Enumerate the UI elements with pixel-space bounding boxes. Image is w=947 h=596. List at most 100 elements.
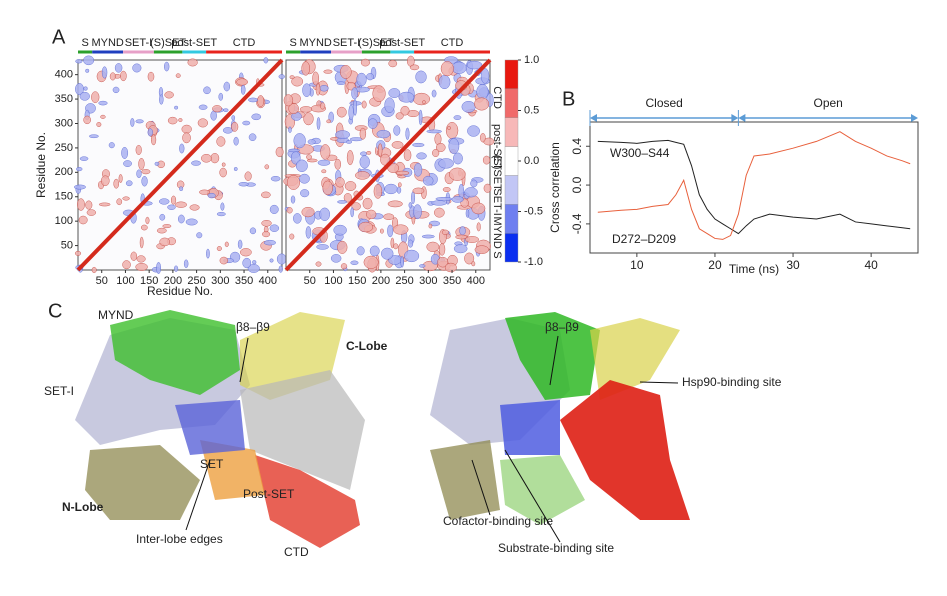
heatmap-blob: [96, 121, 102, 128]
heatmap-blob: [121, 146, 129, 159]
heatmap-blob: [467, 125, 480, 137]
heatmap-blob: [455, 234, 468, 240]
annotation: Post-SET: [243, 487, 295, 501]
heatmap-blob: [422, 175, 434, 186]
heatmap-blob: [316, 244, 329, 250]
heatmap-blob: [216, 246, 222, 252]
heatmap-blob: [350, 207, 354, 218]
heatmap-blob: [445, 121, 459, 140]
domain-label: CTD: [233, 37, 256, 49]
heatmap-blob: [288, 126, 292, 133]
heatmap-blob: [198, 104, 208, 110]
heatmap-blob: [289, 75, 295, 80]
x-tick-label: 100: [324, 275, 342, 287]
x-tick-label: 250: [395, 275, 413, 287]
heatmap-blob: [112, 86, 120, 94]
heatmap-blob: [369, 245, 380, 257]
heatmap-blob: [242, 120, 251, 126]
y-tick-label: 150: [55, 191, 73, 203]
heatmap-blob: [244, 171, 252, 181]
x-axis-label: Time (ns): [729, 262, 779, 276]
panel-label: B: [562, 88, 575, 110]
callout: [239, 337, 249, 383]
heatmap-blob: [453, 244, 468, 254]
heatmap-blob: [130, 118, 135, 127]
heatmap-blob: [384, 97, 395, 114]
heatmap-blob: [122, 260, 131, 270]
heatmap-blob: [248, 133, 257, 142]
heatmap-blob: [305, 226, 312, 239]
heatmap-blob: [387, 200, 403, 208]
heatmap-blob: [330, 254, 342, 263]
callout: [471, 459, 491, 516]
heatmap-blob: [219, 256, 229, 265]
heatmap-blob: [412, 187, 425, 195]
heatmap-blob: [187, 58, 198, 67]
heatmap-blob: [335, 130, 351, 139]
heatmap-blob: [159, 213, 166, 221]
heatmap-blob: [223, 108, 229, 112]
x-tick-label: 10: [630, 258, 644, 272]
heatmap-blob: [350, 260, 359, 265]
heatmap-blob: [83, 55, 95, 66]
heatmap-blob: [122, 196, 130, 201]
heatmap-blob: [391, 141, 404, 149]
heatmap-blob: [322, 180, 333, 196]
heatmap-blob: [101, 66, 108, 79]
heatmap-blob: [125, 180, 133, 187]
heatmap-blob: [337, 240, 348, 254]
heatmap-blob: [98, 100, 108, 106]
heatmap-blob: [201, 153, 212, 163]
x-tick-label: 150: [140, 275, 158, 287]
annotation: SET: [200, 457, 224, 471]
annotation: Hsp90-binding site: [682, 375, 782, 389]
heatmap-blob: [135, 119, 144, 124]
colorbar-domain-label: post-SET: [491, 124, 503, 170]
heatmap-blob: [464, 252, 475, 265]
heatmap-blob: [471, 261, 476, 267]
x-tick-label: 250: [187, 275, 205, 287]
heatmap-blob: [162, 224, 172, 229]
heatmap-blob: [154, 161, 160, 166]
heatmap-blob: [231, 121, 239, 132]
heatmap-blob: [174, 105, 179, 110]
panel-label: C: [48, 300, 62, 322]
heatmap-blob: [257, 95, 265, 107]
heatmap-blob: [319, 207, 331, 221]
heatmap-blob: [441, 229, 449, 235]
heatmap-blob: [303, 112, 314, 126]
heatmap-blob: [356, 246, 365, 256]
heatmap-diagonal: [76, 58, 284, 272]
heatmap-blob: [210, 152, 220, 164]
heatmap-blob: [465, 208, 470, 218]
heatmap-blob: [116, 198, 123, 206]
heatmap-blob: [240, 84, 246, 95]
heatmap-blob: [263, 57, 269, 64]
heatmap-blob: [145, 216, 150, 225]
heatmap-blob: [178, 118, 183, 122]
heatmap-blob: [384, 183, 398, 195]
heatmap-blob: [333, 224, 347, 236]
heatmap-blob: [75, 59, 83, 64]
heatmap-blob: [164, 91, 174, 99]
heatmap-blob: [388, 59, 398, 68]
colorbar-domain-label: CTD: [491, 86, 503, 109]
colorbar-segment: [504, 88, 519, 118]
heatmap-blob: [249, 227, 257, 235]
annotation: C-Lobe: [346, 339, 388, 353]
heatmap-blob: [344, 181, 357, 191]
annotation: Substrate-binding site: [498, 541, 614, 555]
heatmap-blob: [288, 103, 299, 115]
heatmap-blob: [216, 211, 226, 217]
heatmap-blob: [345, 140, 353, 144]
heatmap-blob: [299, 173, 310, 184]
heatmap-blob: [321, 169, 327, 174]
heatmap-blob: [140, 224, 148, 231]
heatmap-blob: [79, 156, 89, 161]
colorbar-tick-label: 1.0: [524, 54, 539, 66]
heatmap-blob: [409, 64, 420, 71]
heatmap-blob: [206, 248, 210, 259]
x-tick-label: 30: [786, 258, 800, 272]
x-tick-label: 400: [467, 275, 485, 287]
